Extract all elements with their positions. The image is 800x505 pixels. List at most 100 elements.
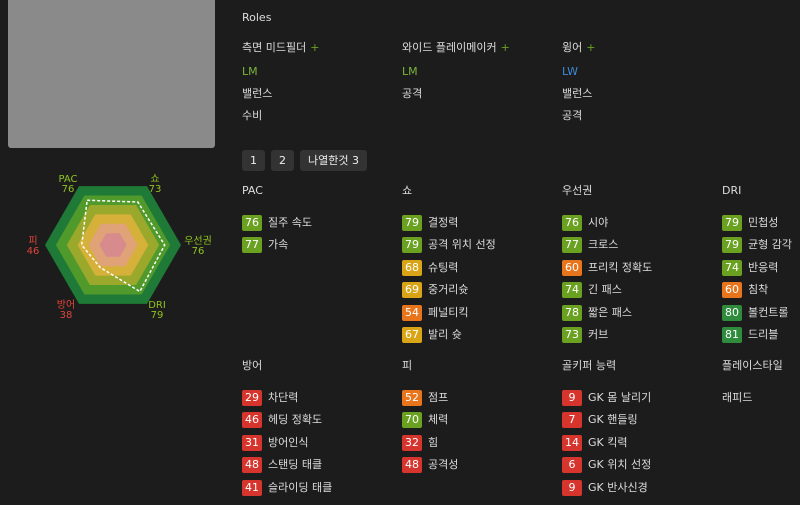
playstyle-title: 플레이스타일 (722, 359, 783, 372)
group-title: PAC (242, 184, 263, 197)
role-name[interactable]: 측면 미드필더 (242, 41, 307, 54)
stat-value: 60 (562, 259, 582, 276)
stat-label: 프리킥 정확도 (588, 260, 653, 274)
radar-label: 우선권 (184, 235, 212, 247)
stat-label: 가속 (268, 238, 289, 252)
radar-value: 38 (60, 310, 73, 321)
stat-label: 반응력 (748, 260, 779, 274)
stat-label: 슈팅력 (428, 260, 459, 274)
role-add[interactable]: + (586, 41, 596, 54)
stat-value: 29 (242, 390, 262, 406)
stat-value: 48 (242, 457, 262, 474)
role-add[interactable]: + (500, 41, 510, 54)
stat-value: 77 (242, 237, 262, 254)
stat-value: 60 (722, 282, 742, 299)
stat-label: GK 몸 날리기 (588, 391, 652, 404)
group-title: DRI (722, 184, 742, 197)
stat-value: 79 (402, 237, 422, 254)
role-name[interactable]: 윙어 (562, 41, 583, 54)
role-tag: 밸런스 (562, 87, 593, 100)
stat-value: 76 (242, 215, 262, 231)
stat-label: 공격성 (428, 458, 459, 472)
radar-value: 76 (192, 246, 205, 257)
roles-title: Roles (242, 11, 272, 24)
role-name[interactable]: 와이드 플레이메이커 (402, 41, 497, 54)
radar-label: 방어 (57, 299, 75, 311)
stat-label: 점프 (428, 391, 449, 404)
stat-value: 79 (402, 215, 422, 231)
stat-value: 9 (562, 479, 582, 496)
stat-value: 73 (562, 327, 582, 343)
stat-label: 민첩성 (748, 216, 779, 229)
stat-label: GK 킥력 (588, 435, 628, 449)
stat-label: 체력 (428, 413, 449, 427)
stat-value: 77 (562, 237, 582, 254)
player-image (8, 0, 215, 148)
stat-value: 6 (562, 457, 582, 474)
stat-value: 70 (402, 412, 422, 429)
radar-value: 73 (149, 184, 162, 195)
radar-value: 46 (27, 246, 40, 257)
radar-value: 79 (151, 310, 164, 321)
stat-value: 31 (242, 434, 262, 451)
radar-label: 피 (28, 235, 37, 247)
stat-value: 67 (402, 327, 422, 343)
stat-label: 시야 (588, 216, 609, 229)
stat-label: 균형 감각 (748, 238, 792, 252)
stat-value: 68 (402, 259, 422, 276)
group-title: 우선권 (562, 184, 593, 197)
stat-label: 질주 속도 (268, 216, 312, 229)
stat-label: 짧은 패스 (588, 305, 632, 319)
stat-value: 48 (402, 457, 422, 474)
stat-label: 결정력 (428, 216, 459, 229)
stat-label: 중거리슛 (428, 283, 469, 297)
stat-value: 80 (722, 304, 742, 321)
stat-value: 79 (722, 215, 742, 231)
page-button[interactable]: 1 (242, 150, 265, 171)
stat-label: GK 핸들링 (588, 413, 638, 427)
stat-label: 드리블 (748, 328, 779, 341)
radar-value: 76 (62, 184, 75, 195)
role-add[interactable]: + (310, 41, 320, 54)
stat-label: 공격 위치 선정 (428, 238, 496, 252)
stat-label: 방어인식 (268, 435, 309, 449)
stat-value: 54 (402, 304, 422, 321)
stat-label: GK 반사신경 (588, 480, 648, 494)
page-button[interactable]: 나열한것 3 (300, 150, 367, 171)
stat-label: 크로스 (588, 238, 619, 252)
stat-value: 76 (562, 215, 582, 231)
role-position: LM (402, 65, 418, 78)
stat-value: 32 (402, 434, 422, 451)
group-title: 골키퍼 능력 (562, 359, 617, 372)
stat-value: 74 (722, 259, 742, 276)
radar-label: PAC (58, 174, 77, 185)
radar-ring (99, 233, 127, 257)
stat-value: 79 (722, 237, 742, 254)
stat-label: 침착 (748, 283, 769, 297)
stat-value: 78 (562, 304, 582, 321)
stat-label: 발리 슛 (428, 328, 462, 341)
stat-value: 46 (242, 412, 262, 429)
role-position: LW (562, 65, 578, 78)
stat-label: 힘 (428, 435, 439, 449)
role-tag: 수비 (242, 109, 263, 122)
playstyle-item: 래피드 (722, 391, 753, 404)
page-button[interactable]: 2 (271, 150, 294, 171)
stat-value: 9 (562, 390, 582, 406)
stat-label: 긴 패스 (588, 283, 622, 297)
stat-label: 볼컨트롤 (748, 305, 789, 319)
stat-value: 81 (722, 327, 742, 343)
group-title: 쇼 (402, 184, 413, 197)
stat-label: GK 위치 선정 (588, 458, 652, 472)
group-title: 피 (402, 359, 413, 372)
radar-area (80, 199, 166, 293)
stat-value: 7 (562, 412, 582, 429)
stat-label: 슬라이딩 태클 (268, 480, 333, 494)
role-position: LM (242, 65, 258, 78)
stat-label: 차단력 (268, 391, 299, 404)
role-tag: 공격 (402, 87, 423, 100)
stat-value: 69 (402, 282, 422, 299)
stat-label: 커브 (588, 328, 609, 341)
